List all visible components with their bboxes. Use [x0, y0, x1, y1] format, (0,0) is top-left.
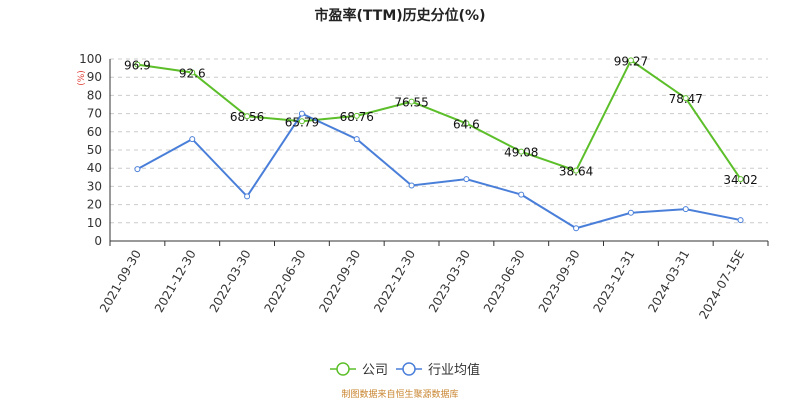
data-point [627, 57, 634, 64]
data-label: 68.56 [230, 110, 264, 124]
data-point [353, 136, 360, 143]
series-line-0 [137, 58, 742, 180]
legend: 公司 行业均值 [330, 362, 480, 378]
data-point [134, 61, 141, 68]
x-tick-label: 2024-03-31 [645, 248, 692, 315]
y-tick-label: 20 [87, 198, 102, 212]
y-tick-label: 90 [87, 70, 102, 84]
legend-label: 公司 [362, 363, 388, 378]
data-point [298, 110, 305, 117]
data-point [518, 191, 525, 198]
data-label: 68.76 [340, 110, 374, 124]
source-note: 制图数据来自恒生聚源数据库 [341, 388, 458, 400]
y-tick-label: 50 [87, 143, 102, 157]
x-tick-label: 2023-12-31 [591, 248, 638, 315]
x-tick-label: 2021-12-30 [152, 248, 199, 315]
data-point [134, 166, 141, 173]
y-tick-label: 100 [79, 52, 102, 66]
data-point [353, 112, 360, 119]
data-label: 99.27 [614, 54, 648, 68]
data-point [627, 209, 634, 216]
series-layer [134, 57, 744, 232]
data-point [573, 225, 580, 232]
data-point [244, 113, 251, 120]
data-label: 78.47 [669, 92, 703, 106]
data-label: 76.55 [394, 96, 428, 110]
data-label: 64.6 [453, 117, 480, 131]
y-axis-unit: (%) [77, 70, 87, 86]
x-tick-label: 2023-09-30 [536, 248, 583, 315]
x-tick-label: 2023-06-30 [481, 248, 528, 315]
y-tick-label: 40 [87, 161, 102, 175]
data-point [682, 206, 689, 213]
data-point [518, 148, 525, 155]
y-tick-label: 30 [87, 179, 102, 193]
grid-lines [110, 58, 768, 224]
data-point [737, 176, 744, 183]
data-point [463, 120, 470, 127]
legend-label: 行业均值 [428, 362, 480, 378]
x-tick-label: 2022-03-30 [207, 247, 254, 314]
data-label: 65.79 [285, 115, 319, 129]
legend-marker [336, 362, 350, 376]
data-point [737, 217, 744, 224]
series-line-1 [136, 112, 741, 230]
data-point [298, 118, 305, 125]
legend-marker [402, 362, 416, 376]
data-point [244, 193, 251, 200]
data-point [189, 69, 196, 76]
y-tick-label: 0 [94, 234, 102, 248]
x-tick-label: 2023-03-30 [426, 247, 473, 314]
data-label: 96.9 [124, 59, 151, 73]
x-tick-label: 2022-12-30 [371, 248, 418, 315]
y-tick-label: 80 [87, 88, 102, 102]
data-point [408, 98, 415, 105]
x-tick-label: 2022-06-30 [262, 248, 309, 315]
data-point [682, 95, 689, 102]
y-tick-label: 10 [87, 216, 102, 230]
chart-title: 市盈率(TTM)历史分位(%) [315, 7, 486, 24]
y-tick-label: 60 [87, 125, 102, 139]
data-point [189, 136, 196, 143]
data-label: 38.64 [559, 165, 593, 179]
data-point [463, 176, 470, 183]
data-label: 92.6 [179, 66, 206, 80]
data-labels: 96.9 92.6 68.56 65.79 68.76 76.55 64.6 49.08 38.… [124, 54, 758, 187]
data-point [408, 182, 415, 189]
data-label: 34.02 [723, 173, 757, 187]
data-label: 49.08 [504, 146, 538, 160]
data-point [573, 167, 580, 174]
x-tick-label: 2024-07-15E [696, 248, 747, 322]
x-tick-label: 2021-09-30 [97, 248, 144, 315]
x-tick-label: 2022-09-30 [316, 248, 363, 315]
y-tick-label: 70 [87, 107, 102, 121]
